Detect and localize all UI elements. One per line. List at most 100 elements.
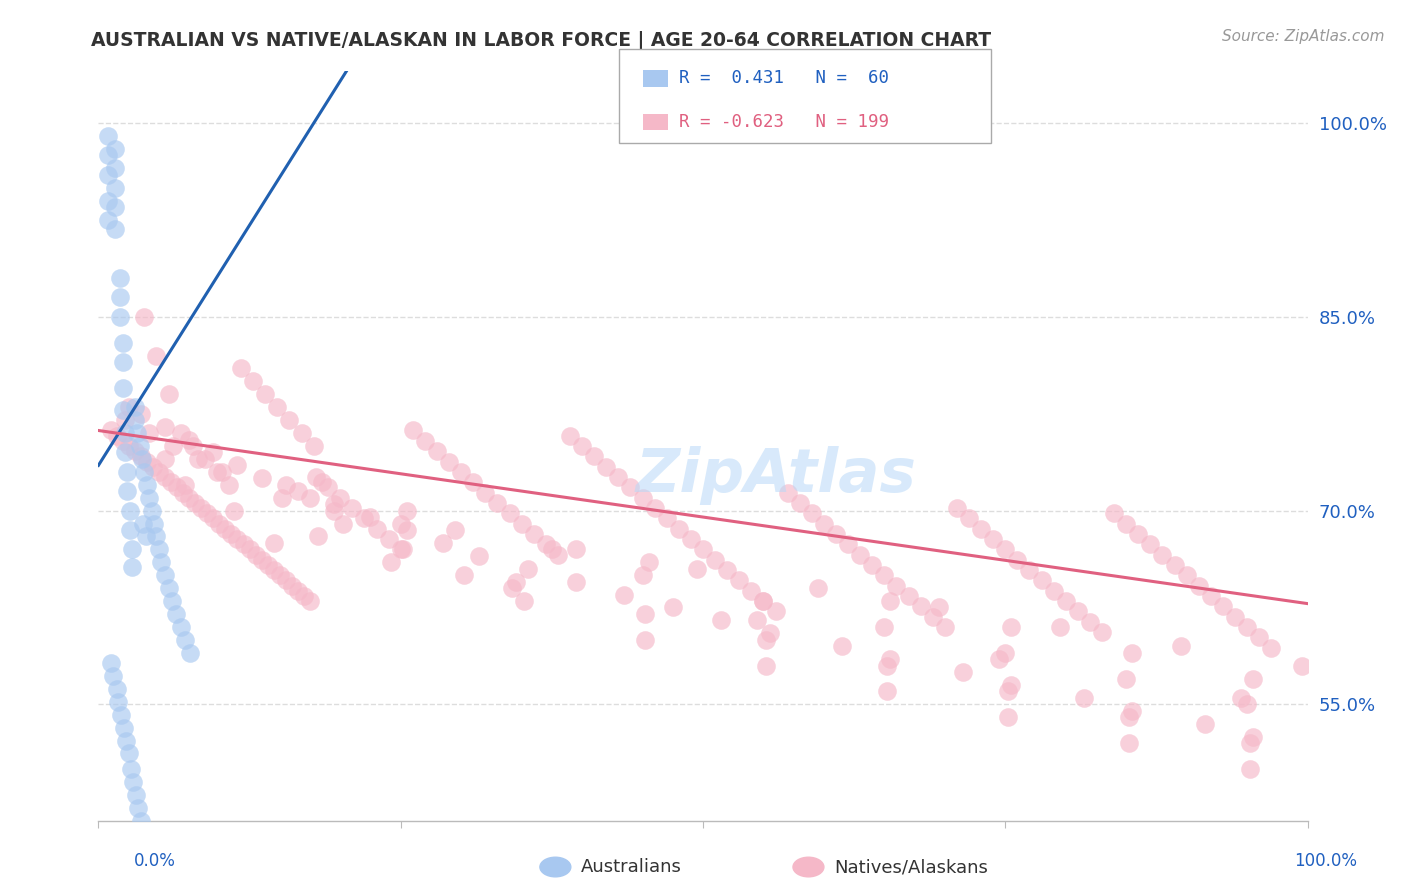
Point [516,562,538,576]
Point [271,491,294,505]
Point [1031,574,1053,588]
Point [100,424,122,438]
Point [1291,658,1313,673]
Point [274,574,297,588]
Point [1054,594,1077,608]
Point [302,439,325,453]
Point [505,574,527,589]
Point [758,626,780,640]
Point [679,532,702,546]
Point [105,428,128,442]
Point [1239,762,1261,776]
Point [583,450,606,464]
Point [153,419,176,434]
Point [1121,704,1143,718]
Point [934,620,956,634]
Point [221,526,243,541]
Point [305,470,328,484]
Point [342,501,364,516]
Point [129,407,152,421]
Point [174,632,197,647]
Point [115,733,138,747]
Point [211,465,233,479]
Point [323,497,346,511]
Point [118,439,141,453]
Point [266,401,288,415]
Point [122,775,145,789]
Point [104,142,127,156]
Point [245,548,267,562]
Point [141,503,163,517]
Point [97,213,120,227]
Point [631,568,654,582]
Point [879,594,901,608]
Point [229,361,252,376]
Point [165,607,187,621]
Point [172,485,194,500]
Point [389,516,412,531]
Point [132,516,155,531]
Point [692,542,714,557]
Point [107,695,129,709]
Point [194,451,217,466]
Point [704,552,727,566]
Point [1118,736,1140,750]
Point [148,465,170,479]
Point [776,485,799,500]
Point [1239,736,1261,750]
Point [114,426,136,441]
Point [111,355,134,369]
Point [453,568,475,582]
Point [377,532,399,546]
Point [187,451,209,466]
Point [150,555,173,569]
Point [755,658,778,673]
Point [897,589,920,603]
Point [239,542,262,557]
Point [1170,639,1192,653]
Point [160,475,183,490]
Point [169,426,191,441]
Point [1078,615,1101,629]
Point [474,485,496,500]
Point [101,669,124,683]
Point [181,439,204,453]
Point [510,516,533,531]
Point [135,529,157,543]
Point [118,503,141,517]
Point [274,477,297,491]
Point [121,560,143,574]
Point [876,684,898,698]
Point [145,349,167,363]
Point [468,549,491,563]
Point [104,180,127,194]
Point [613,588,636,602]
Point [366,522,388,536]
Point [263,563,285,577]
Point [143,516,166,531]
Point [1236,698,1258,712]
Point [111,335,134,350]
Point [110,707,132,722]
Text: 0.0%: 0.0% [134,852,176,870]
Point [437,454,460,468]
Point [157,387,180,401]
Point [634,632,657,647]
Point [254,387,277,401]
Point [323,503,346,517]
Point [747,614,769,628]
Point [138,491,160,505]
Point [668,522,690,536]
Point [1241,672,1264,686]
Point [97,168,120,182]
Point [395,523,418,537]
Point [498,506,520,520]
Point [860,558,883,572]
Point [142,459,165,474]
Text: R =  0.431   N =  60: R = 0.431 N = 60 [679,70,889,87]
Point [637,555,659,569]
Point [607,470,630,484]
Text: Australians: Australians [581,858,682,876]
Point [1018,563,1040,577]
Point [413,434,436,448]
